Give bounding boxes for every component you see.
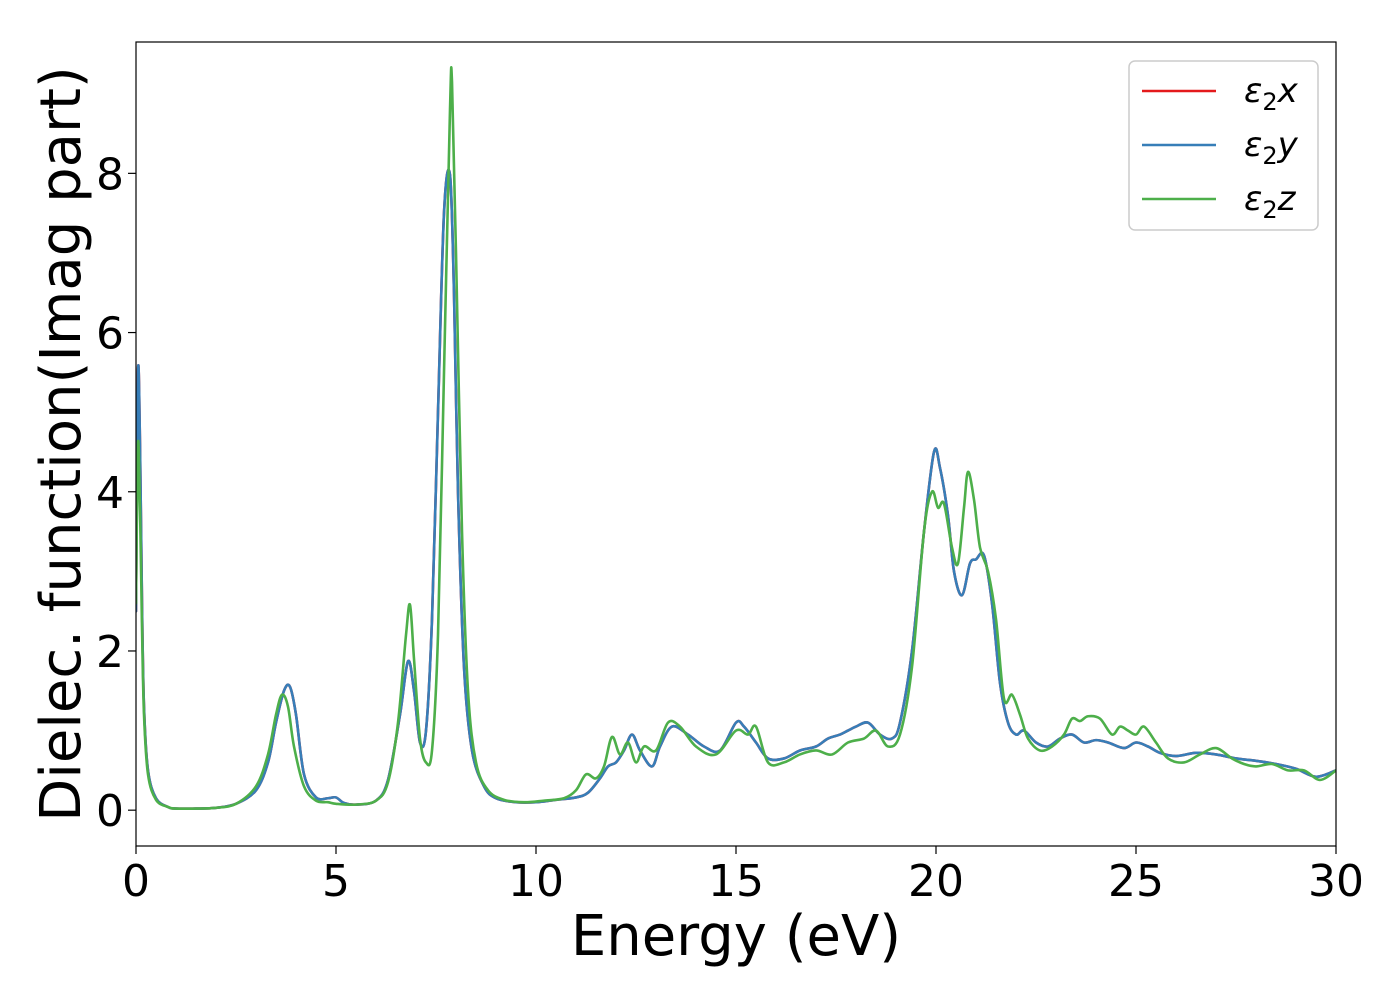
y-tick-label: 4 [96,468,124,519]
y-tick-label: 0 [96,786,124,837]
legend-label-z: ε2z [1244,179,1297,224]
series-layer [136,66,1336,811]
legend-box [1128,60,1319,231]
x-tick-label: 30 [1308,856,1364,907]
x-tick-label: 5 [322,856,350,907]
x-tick-label: 25 [1108,856,1164,907]
legend: ε2x ε2y ε2z [1128,60,1319,231]
x-tick-label: 20 [908,856,964,907]
x-tick-label: 0 [122,856,150,907]
y-tick-label: 6 [96,309,124,360]
x-tick-label: 10 [508,856,564,907]
legend-entries: ε2x ε2y ε2z [1142,71,1299,224]
series-line-z [136,66,1336,811]
legend-label-y: ε2y [1244,125,1299,170]
series-line-y [136,168,1336,811]
ticks-layer: 0 5 10 15 20 25 30 0 2 4 6 8 [96,149,1364,907]
legend-label-x: ε2x [1244,71,1299,116]
x-tick-label: 15 [708,856,764,907]
y-tick-label: 2 [96,627,124,678]
x-axis-title: Energy (eV) [571,904,901,969]
y-axis-title: Dielec. function(Imag part) [29,66,94,822]
y-tick-label: 8 [96,149,124,200]
